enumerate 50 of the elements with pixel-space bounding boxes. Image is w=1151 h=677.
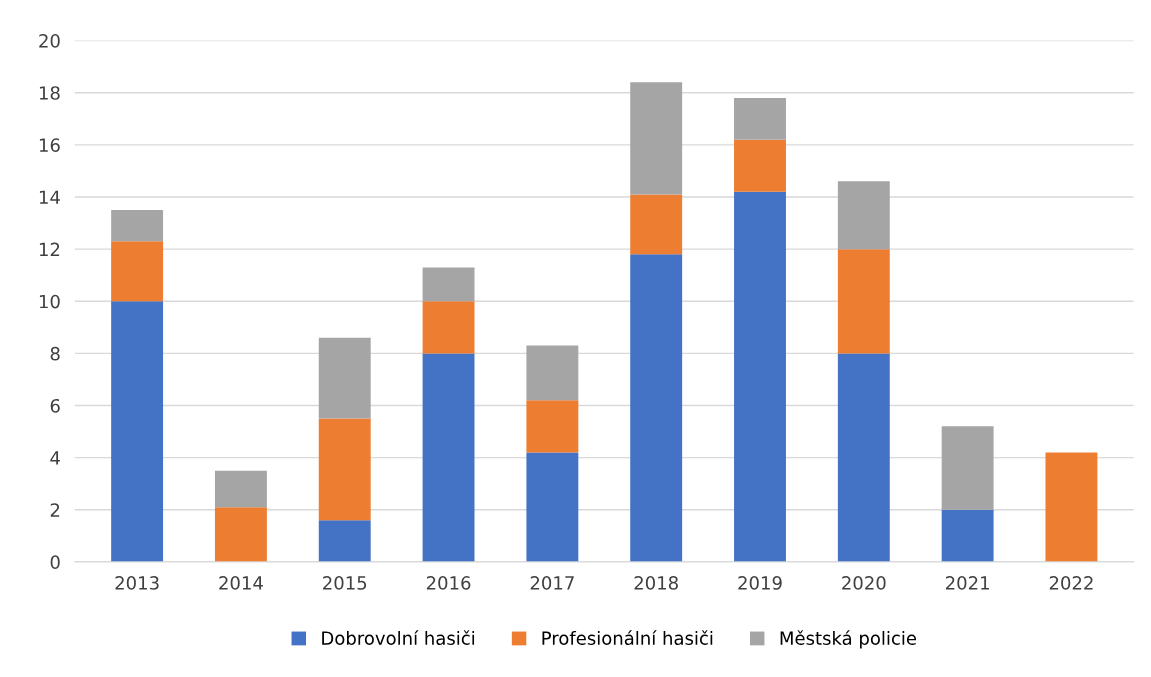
bar: [734, 139, 786, 192]
bar: [111, 301, 164, 562]
bar: [734, 191, 786, 562]
bar: [214, 470, 267, 508]
y-tick-label: 20: [39, 34, 60, 48]
bar: [422, 301, 475, 354]
bar: [111, 210, 164, 242]
legend-label: Dobrovolní hasiči: [322, 630, 475, 645]
y-tick-label: 16: [39, 138, 60, 152]
x-tick-label: 2020: [842, 576, 886, 590]
y-tick-label: 18: [39, 86, 60, 100]
bar: [422, 353, 475, 562]
x-tick-label: 2022: [1049, 576, 1093, 590]
bar: [422, 267, 475, 302]
y-tick-label: 10: [39, 294, 60, 309]
bar: [318, 520, 371, 562]
legend-label: Městská policie: [780, 630, 917, 649]
y-tick-label: 4: [50, 451, 60, 465]
bar: [734, 97, 786, 140]
bar: [941, 509, 994, 562]
x-tick-label: 2018: [634, 576, 678, 590]
y-tick-label: 8: [50, 346, 60, 361]
y-tick-label: 12: [39, 242, 60, 256]
y-tick-label: 6: [50, 398, 60, 413]
y-tick-label: 2: [50, 503, 60, 517]
x-tick-label: 2019: [738, 576, 782, 590]
legend-label: Profesionální hasiči: [542, 630, 713, 645]
bar: [630, 254, 683, 562]
bar: [630, 194, 683, 255]
y-tick-label: 14: [39, 190, 60, 204]
x-tick-label: 2021: [945, 576, 989, 590]
bar: [630, 82, 683, 195]
x-tick-label: 2013: [115, 576, 159, 590]
bar: [941, 426, 994, 510]
y-tick-label: 0: [50, 555, 60, 570]
bar: [1045, 452, 1098, 562]
x-tick-label: 2014: [219, 576, 263, 590]
bar: [111, 241, 164, 302]
bar: [318, 337, 371, 419]
x-tick-label: 2017: [530, 576, 574, 590]
bar: [318, 418, 371, 521]
bar: [837, 353, 890, 562]
bar: [526, 345, 579, 401]
bar: [214, 507, 267, 562]
bar: [526, 452, 579, 562]
x-tick-label: 2016: [426, 576, 471, 590]
bar: [837, 181, 890, 250]
bar: [526, 400, 579, 453]
bar: [837, 249, 890, 354]
x-tick-label: 2015: [323, 576, 367, 590]
